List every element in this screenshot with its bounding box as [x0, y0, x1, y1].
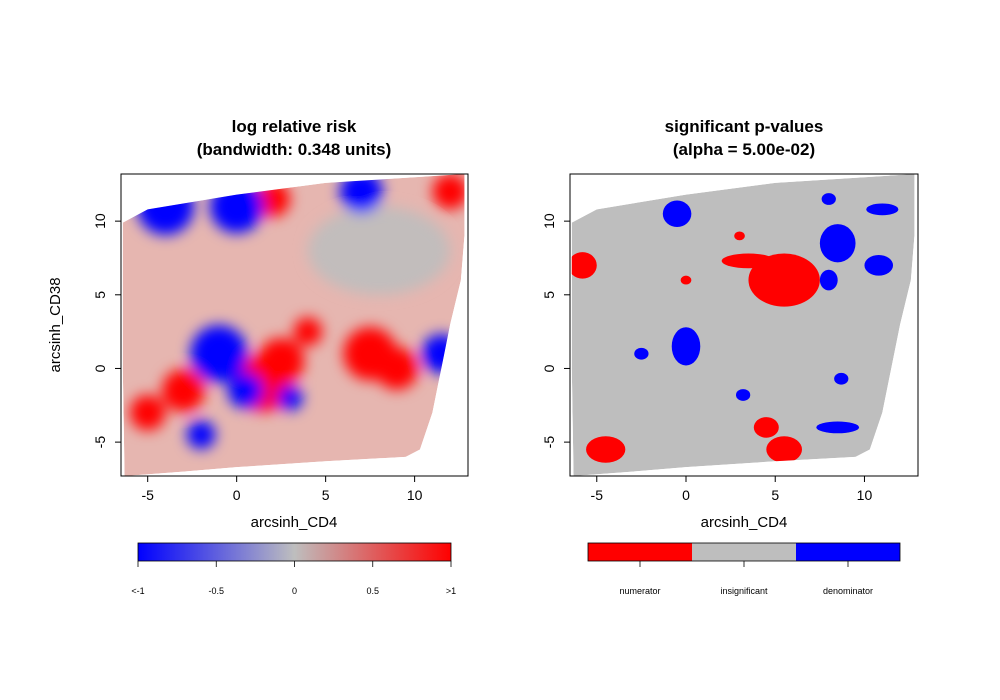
- x-tick-label: -5: [591, 487, 604, 503]
- insignificant-area: [571, 174, 915, 476]
- legend-frame: [587, 542, 901, 562]
- low-risk-region: [227, 372, 264, 409]
- y-axis-label: arcsinh_CD38: [47, 277, 64, 372]
- x-tick-label: 0: [233, 487, 241, 503]
- legend-tick-label: <-1: [131, 586, 144, 596]
- numerator-region: [766, 436, 803, 463]
- numerator-region: [748, 253, 820, 307]
- high-risk-region: [258, 337, 305, 385]
- legend-tick-label: -0.5: [208, 586, 224, 596]
- numerator-region: [721, 253, 776, 269]
- y-tick-label: 5: [92, 291, 108, 299]
- x-tick-label: 0: [682, 487, 690, 503]
- color-legend-gradient: <-1 -0.5 0 0.5 >1: [131, 542, 456, 596]
- color-legend-categorical: numerator insignificant denominator: [587, 542, 901, 596]
- chart-title-line1: significant p-values: [665, 117, 824, 136]
- x-axis: -5 0 5 10: [141, 476, 423, 503]
- y-tick-label: -5: [92, 436, 108, 449]
- legend-label-insignificant: insignificant: [720, 586, 768, 596]
- y-tick-label: 0: [541, 364, 557, 372]
- high-risk-region: [432, 174, 465, 210]
- legend-label-denominator: denominator: [823, 586, 873, 596]
- gradient-bar: [137, 542, 452, 562]
- high-risk-region: [129, 394, 166, 431]
- x-axis-label: arcsinh_CD4: [701, 514, 788, 531]
- low-risk-region: [137, 177, 194, 235]
- x-tick-label: -5: [141, 487, 154, 503]
- significance-field: [571, 174, 915, 476]
- significance-blobs: [571, 193, 899, 463]
- high-risk-region: [293, 317, 323, 346]
- legend-swatch-numerator: [588, 543, 692, 561]
- y-tick-label: 0: [92, 364, 108, 372]
- chart-title-line1: log relative risk: [232, 117, 357, 136]
- legend-tick-label: 0.5: [366, 586, 379, 596]
- chart-title-line2: (bandwidth: 0.348 units): [197, 140, 392, 159]
- low-risk-region: [186, 420, 216, 449]
- low-risk-region: [339, 174, 383, 214]
- panel-significant-p-values: significant p-values (alpha = 5.00e-02) …: [541, 117, 919, 596]
- denominator-region: [662, 200, 692, 228]
- denominator-region: [819, 269, 838, 291]
- denominator-region: [834, 372, 849, 385]
- numerator-region: [680, 275, 692, 285]
- denominator-region: [819, 224, 856, 263]
- numerator-region: [586, 436, 626, 463]
- numerator-region: [571, 252, 597, 279]
- y-tick-label: 5: [541, 291, 557, 299]
- low-risk-region: [190, 325, 248, 383]
- plot-frame: [120, 173, 469, 477]
- denominator-region: [671, 327, 701, 366]
- x-tick-label: 5: [771, 487, 779, 503]
- high-risk-region: [161, 369, 205, 412]
- x-axis-label: arcsinh_CD4: [251, 514, 338, 531]
- denominator-region: [821, 193, 836, 205]
- legend-tick-label: 0: [292, 586, 297, 596]
- heatmap-field: [122, 174, 465, 476]
- numerator-region: [734, 231, 745, 241]
- chart-title-line2: (alpha = 5.00e-02): [673, 140, 815, 159]
- x-tick-label: 10: [407, 487, 423, 503]
- legend-swatch-denominator: [796, 543, 900, 561]
- x-tick-label: 5: [322, 487, 330, 503]
- low-risk-region: [277, 385, 303, 411]
- y-axis: -5 0 5 10: [92, 213, 121, 448]
- neutral-region: [307, 206, 451, 295]
- y-axis: -5 0 5 10: [541, 213, 570, 448]
- low-risk-region: [209, 179, 264, 234]
- low-risk-region: [421, 334, 461, 374]
- denominator-region: [816, 421, 860, 434]
- denominator-region: [735, 389, 751, 401]
- high-risk-region: [375, 347, 419, 390]
- heatmap-blobs: [129, 174, 465, 449]
- x-tick-label: 10: [857, 487, 873, 503]
- numerator-region: [753, 417, 779, 438]
- denominator-region: [864, 255, 894, 276]
- y-tick-label: 10: [92, 213, 108, 229]
- legend-tick-label: >1: [446, 586, 456, 596]
- denominator-region: [634, 347, 649, 360]
- y-tick-label: -5: [541, 436, 557, 449]
- legend-label-numerator: numerator: [619, 586, 660, 596]
- panel-log-relative-risk: log relative risk (bandwidth: 0.348 unit…: [47, 117, 469, 596]
- denominator-region: [866, 203, 899, 216]
- legend-swatch-insignificant: [692, 543, 796, 561]
- plot-frame: [569, 173, 919, 477]
- x-axis: -5 0 5 10: [591, 476, 873, 503]
- y-tick-label: 10: [541, 213, 557, 229]
